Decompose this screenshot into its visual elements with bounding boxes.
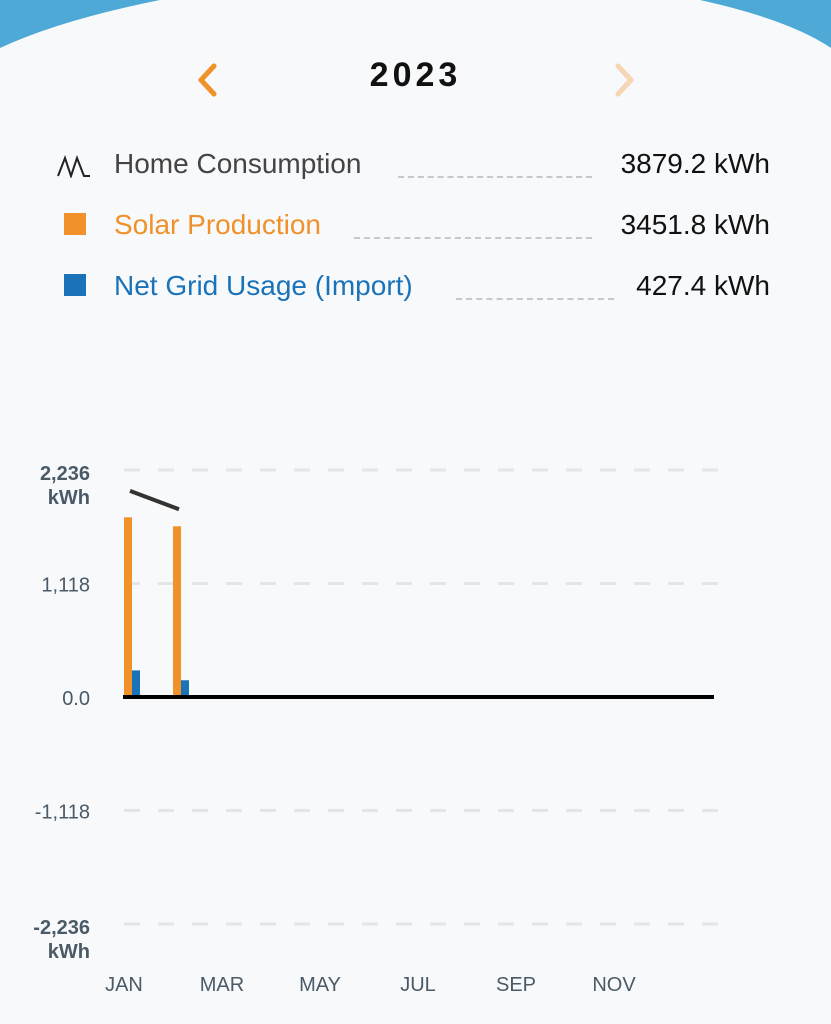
- grid-bar: [132, 670, 140, 697]
- chevron-left-icon[interactable]: [194, 60, 220, 110]
- y-tick-label: -2,236: [33, 917, 90, 939]
- legend-value: 3451.8 kWh: [620, 209, 770, 240]
- x-tick-label: MAY: [299, 974, 341, 996]
- x-tick-label: JUL: [400, 974, 436, 996]
- legend-label: Home Consumption: [114, 148, 362, 179]
- y-tick-label: 1,118: [41, 575, 90, 597]
- year-title: 2023: [369, 56, 462, 94]
- chevron-right-icon: [612, 60, 638, 110]
- legend-home-consumption: Home Consumption 3879.2 kWh: [56, 144, 770, 184]
- consumption-line: [129, 489, 180, 512]
- leader-dots: [398, 176, 592, 178]
- legend-value: 3879.2 kWh: [620, 148, 770, 179]
- x-tick-label: MAR: [200, 974, 244, 996]
- y-tick-label: -1,118: [35, 802, 90, 824]
- y-tick-label: 0.0: [62, 688, 90, 710]
- y-tick-unit: kWh: [48, 487, 90, 509]
- orange-square-icon: [64, 213, 86, 235]
- y-tick-unit: kWh: [48, 941, 90, 963]
- legend-solar-production: Solar Production 3451.8 kWh: [56, 205, 770, 245]
- legend-net-grid-usage: Net Grid Usage (Import) 427.4 kWh: [56, 266, 770, 306]
- legend-value: 427.4 kWh: [636, 270, 770, 301]
- leader-dots: [456, 298, 614, 300]
- solar-bar: [173, 526, 181, 697]
- x-tick-label: SEP: [496, 974, 536, 996]
- blue-square-icon: [64, 274, 86, 296]
- header-background: [0, 0, 831, 60]
- solar-bar: [124, 517, 132, 697]
- x-tick-label: JAN: [105, 974, 143, 996]
- leader-dots: [354, 237, 592, 239]
- legend-label: Solar Production: [114, 209, 322, 240]
- year-navigator: 2023: [0, 52, 831, 104]
- y-tick-label: 2,236: [40, 463, 90, 485]
- legend-label: Net Grid Usage (Import): [114, 270, 413, 301]
- grid-bar: [181, 680, 189, 697]
- consumption-wave-icon: [57, 155, 90, 178]
- x-tick-label: NOV: [592, 974, 636, 996]
